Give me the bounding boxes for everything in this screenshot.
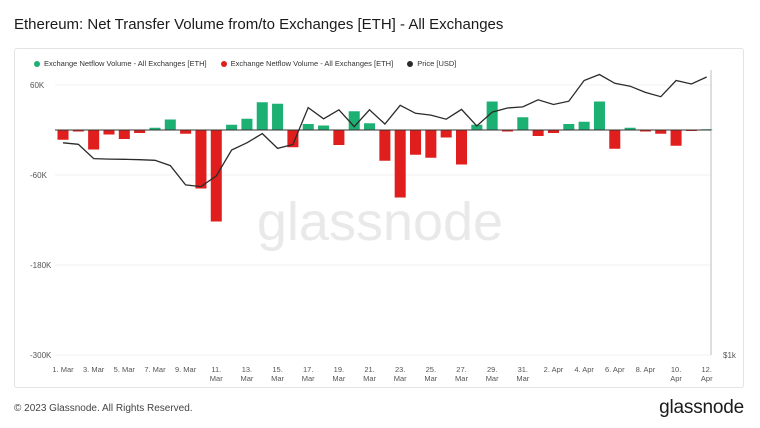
y-tick-label: 60K — [30, 81, 45, 90]
x-tick-label: 9. Mar — [175, 365, 197, 374]
x-tick-label: Mar — [424, 374, 437, 383]
x-tick-label: 25. — [426, 365, 436, 374]
watermark: glassnode — [257, 192, 503, 252]
x-tick-label: 12. — [702, 365, 712, 374]
x-tick-label: Mar — [240, 374, 253, 383]
netflow-bar — [410, 130, 422, 155]
netflow-bar — [639, 130, 651, 132]
netflow-bar — [195, 130, 207, 189]
price-line — [62, 73, 707, 188]
x-tick-label: Mar — [210, 374, 223, 383]
netflow-bar — [532, 130, 544, 136]
netflow-bar — [670, 130, 682, 146]
x-tick-label: 5. Mar — [114, 365, 136, 374]
x-tick-label: Mar — [486, 374, 499, 383]
netflow-bar — [501, 130, 514, 132]
x-tick-label: 31. — [518, 365, 528, 374]
netflow-bar — [624, 127, 636, 130]
right-axis-label: $1k — [723, 351, 737, 360]
netflow-bar — [72, 130, 84, 132]
chart-title: Ethereum: Net Transfer Volume from/to Ex… — [14, 16, 504, 33]
netflow-bar — [394, 130, 406, 198]
brand-logo: glassnode — [659, 397, 744, 418]
netflow-bar — [226, 124, 238, 130]
x-tick-label: 7. Mar — [144, 365, 166, 374]
x-tick-label: 4. Apr — [574, 365, 594, 374]
x-tick-label: 21. — [364, 365, 374, 374]
netflow-bar — [287, 130, 299, 148]
netflow-bar — [655, 130, 667, 134]
netflow-bar — [486, 101, 498, 130]
netflow-bar — [241, 118, 253, 130]
x-tick-label: Mar — [302, 374, 315, 383]
x-tick-label: 10. — [671, 365, 681, 374]
x-tick-label: 11. — [211, 365, 221, 374]
netflow-bar — [103, 130, 115, 135]
netflow-bar — [455, 130, 468, 165]
netflow-bar — [379, 130, 391, 161]
x-tick-label: 17. — [303, 365, 313, 374]
x-tick-label: Apr — [670, 374, 682, 383]
netflow-bar — [425, 130, 437, 158]
y-tick-label: -300K — [30, 351, 52, 360]
x-tick-label: 29. — [487, 365, 497, 374]
netflow-bar — [547, 130, 559, 133]
chart-card — [14, 48, 744, 388]
netflow-bar — [364, 123, 376, 130]
netflow-bar — [318, 125, 330, 130]
x-tick-label: 27. — [456, 365, 466, 374]
x-tick-label: 19. — [334, 365, 344, 374]
copyright-text: © 2023 Glassnode. All Rights Reserved. — [14, 403, 193, 414]
x-tick-label: 13. — [242, 365, 252, 374]
netflow-bar — [57, 130, 69, 140]
x-tick-label: Mar — [455, 374, 468, 383]
netflow-bar — [272, 103, 284, 130]
x-tick-label: Mar — [394, 374, 407, 383]
netflow-bar — [348, 111, 360, 130]
x-tick-label: Apr — [701, 374, 713, 383]
netflow-bar — [609, 130, 621, 149]
netflow-bar — [593, 101, 605, 130]
legend-item-price[interactable]: Price [USD] — [407, 59, 456, 68]
netflow-bar — [440, 130, 452, 138]
netflow-bar — [333, 130, 345, 145]
netflow-bar — [563, 124, 575, 130]
legend-item-outflow[interactable]: Exchange Netflow Volume - All Exchanges … — [220, 59, 394, 68]
netflow-bar — [88, 130, 100, 150]
x-tick-label: 3. Mar — [83, 365, 105, 374]
x-tick-label: 23. — [395, 365, 405, 374]
x-tick-label: 1. Mar — [52, 365, 74, 374]
legend-marker-green — [34, 60, 40, 67]
netflow-bar — [118, 130, 130, 139]
legend-label-price: Price [USD] — [417, 59, 457, 68]
legend: Exchange Netflow Volume - All Exchanges … — [34, 59, 456, 68]
netflow-bar — [256, 102, 268, 130]
legend-item-inflow[interactable]: Exchange Netflow Volume - All Exchanges … — [34, 59, 207, 68]
x-tick-label: 8. Apr — [636, 365, 656, 374]
netflow-bar — [517, 117, 529, 130]
x-tick-label: 15. — [272, 365, 282, 374]
x-tick-label: 2. Apr — [544, 365, 564, 374]
netflow-bar — [578, 121, 590, 130]
x-tick-label: Mar — [516, 374, 529, 383]
legend-marker-black — [407, 60, 414, 67]
netflow-bar — [149, 127, 161, 130]
x-tick-label: Mar — [332, 374, 345, 383]
x-tick-label: Mar — [363, 374, 376, 383]
netflow-bar — [134, 130, 146, 133]
legend-label-inflow: Exchange Netflow Volume - All Exchanges … — [44, 59, 207, 68]
legend-label-outflow: Exchange Netflow Volume - All Exchanges … — [230, 59, 394, 68]
netflow-bar — [164, 119, 176, 130]
x-tick-label: Mar — [271, 374, 284, 383]
y-tick-label: -60K — [30, 171, 48, 180]
x-tick-label: 6. Apr — [605, 365, 625, 374]
netflow-bar — [471, 124, 483, 130]
legend-marker-red — [220, 60, 227, 67]
netflow-bar — [302, 124, 314, 130]
y-tick-label: -180K — [30, 261, 52, 270]
netflow-bar — [180, 130, 192, 134]
